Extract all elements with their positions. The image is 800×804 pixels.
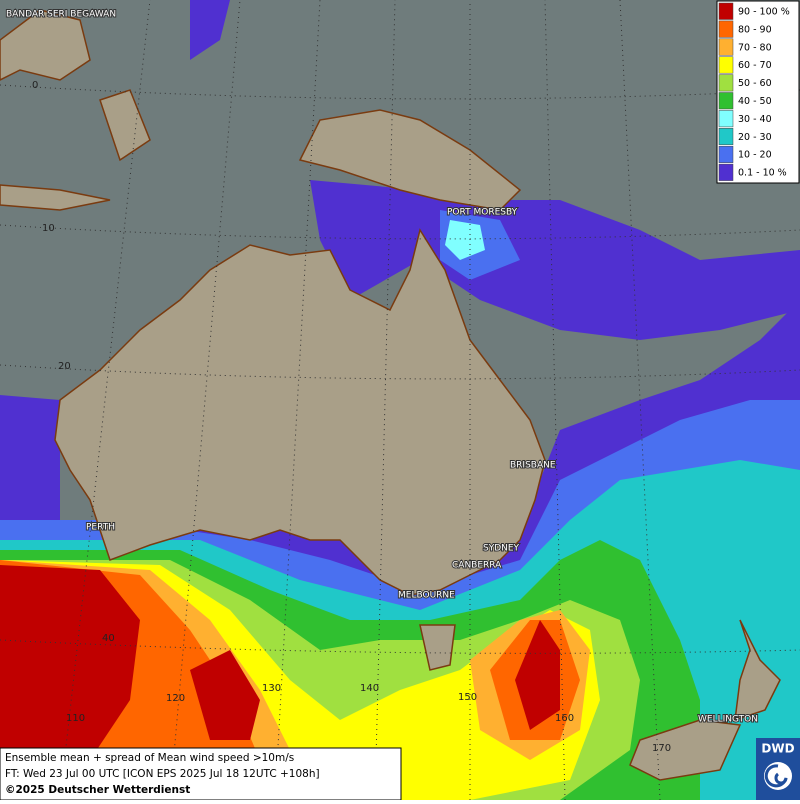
footer-text: Ensemble mean + spread of Mean wind spee…	[5, 752, 294, 764]
legend-label: 10 - 20	[738, 150, 772, 161]
legend: 90 - 100 % 80 - 90 70 - 80 60 - 70 50 - 60 40…	[716, 0, 800, 184]
legend-swatch	[718, 110, 734, 128]
lon-label: 130	[262, 683, 281, 694]
lat-label: 10	[42, 223, 55, 234]
legend-swatch	[718, 20, 734, 38]
legend-label: 60 - 70	[738, 60, 772, 71]
lon-label: 110	[66, 713, 85, 724]
city-label: CANBERRA	[452, 561, 502, 571]
legend-label: 50 - 60	[738, 78, 772, 89]
legend-label: 40 - 50	[738, 96, 772, 107]
legend-swatch	[718, 2, 734, 20]
lon-label: 160	[555, 713, 574, 724]
legend-swatch	[718, 163, 734, 181]
lon-label: 120	[166, 693, 185, 704]
logo-swirl	[764, 764, 788, 788]
legend-swatch	[718, 92, 734, 110]
city-label: PERTH	[86, 523, 115, 533]
legend-label: 0.1 - 10 %	[738, 168, 787, 179]
lat-label: 20	[58, 361, 71, 372]
lat-label: 0	[32, 80, 38, 91]
city-label: MELBOURNE	[398, 591, 455, 601]
lon-label: 150	[458, 692, 477, 703]
city-label: SYDNEY	[483, 544, 520, 554]
legend-swatch	[718, 128, 734, 146]
city-label: BRISBANE	[510, 461, 556, 471]
legend-label: 20 - 30	[738, 132, 772, 143]
lon-label: 140	[360, 683, 379, 694]
legend-label: 90 - 100 %	[738, 7, 790, 18]
lon-label: 170	[652, 743, 671, 754]
legend-label: 70 - 80	[738, 42, 772, 53]
land	[0, 9, 781, 781]
legend-swatch	[718, 38, 734, 56]
legend-label: 30 - 40	[738, 114, 772, 125]
footer-text: FT: Wed 23 Jul 00 UTC [ICON EPS 2025 Jul…	[5, 768, 320, 780]
legend-swatch	[718, 74, 734, 92]
city-label: WELLINGTON	[698, 715, 758, 725]
legend-label: 80 - 90	[738, 24, 772, 35]
lat-label: 40	[102, 633, 115, 644]
city-label: BANDAR SERI BEGAWAN	[6, 10, 116, 20]
footer-text: ©2025 Deutscher Wetterdienst	[5, 784, 190, 796]
logo-text: DWD	[761, 742, 794, 756]
city-label: PORT MORESBY	[447, 208, 518, 218]
legend-swatch	[718, 145, 734, 163]
legend-swatch	[718, 56, 734, 74]
